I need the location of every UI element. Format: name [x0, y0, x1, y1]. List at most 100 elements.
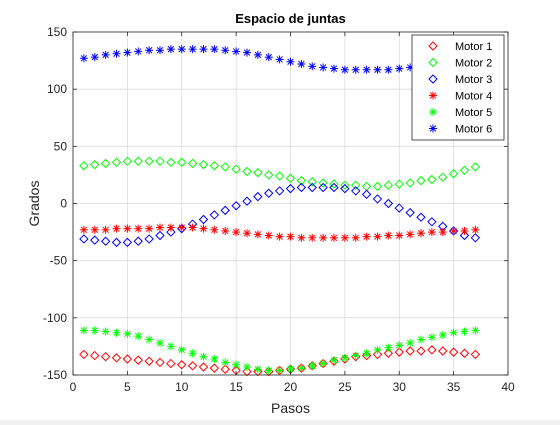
data-point: [79, 225, 88, 234]
data-point: [264, 53, 273, 62]
data-point: [155, 230, 165, 241]
data-point: [329, 182, 339, 193]
data-point: [427, 217, 437, 227]
data-point: [362, 349, 371, 358]
data-point: [362, 232, 371, 241]
data-point: [134, 47, 143, 56]
data-point: [90, 326, 99, 335]
data-point: [187, 158, 198, 169]
data-point: [296, 182, 307, 193]
data-point: [123, 224, 132, 233]
ticks: 0 5 10 15 20 25 30 35 40 -150 -100 -50 0 50 100 150: [43, 25, 515, 394]
data-point: [90, 53, 99, 62]
data-point: [383, 198, 394, 209]
x-tick-label: 10: [175, 380, 189, 394]
data-point: [133, 355, 143, 365]
x-tick-label: 25: [338, 380, 352, 394]
data-point: [275, 55, 284, 64]
data-point: [394, 179, 404, 189]
x-tick-label: 15: [229, 380, 243, 394]
data-point: [383, 180, 394, 190]
data-point: [319, 63, 328, 72]
data-point: [448, 347, 459, 357]
data-point: [264, 366, 273, 375]
data-point: [340, 65, 349, 74]
data-point: [133, 236, 143, 246]
y-tick-label: 100: [47, 82, 67, 96]
data-point: [384, 231, 393, 240]
data-point: [220, 364, 230, 374]
data-point: [112, 224, 121, 233]
data-point: [166, 45, 175, 54]
data-point: [395, 64, 404, 73]
legend-label: Motor 2: [455, 58, 492, 70]
data-point: [166, 342, 175, 351]
data-point: [145, 335, 154, 344]
data-point: [232, 228, 241, 237]
data-point: [438, 330, 447, 339]
data-point: [122, 237, 133, 248]
data-point: [243, 229, 251, 238]
data-point: [286, 57, 295, 66]
data-point: [209, 363, 220, 373]
data-point: [166, 227, 176, 237]
legend-item: Motor 5: [429, 107, 492, 119]
data-point: [395, 231, 404, 240]
data-point: [198, 214, 209, 225]
data-point: [427, 345, 437, 355]
data-point: [253, 50, 262, 59]
data-point: [406, 230, 415, 239]
data-point: [417, 229, 425, 238]
legend-marker: [428, 57, 438, 68]
legend-item: Motor 1: [428, 41, 492, 53]
data-point: [351, 351, 360, 360]
data-point: [417, 335, 425, 344]
data-point: [319, 359, 328, 368]
data-point: [210, 354, 219, 363]
data-point: [155, 156, 165, 166]
data-point: [156, 46, 164, 55]
data-point: [406, 338, 415, 347]
data-layer: [79, 45, 481, 377]
data-point: [134, 224, 143, 233]
legend: Motor 1 Motor 2 Motor 3 Motor 4 Motor 5 Motor…: [411, 34, 505, 141]
data-point: [308, 361, 317, 370]
data-point: [123, 48, 132, 57]
data-point: [274, 171, 285, 181]
data-point: [112, 328, 121, 337]
data-point: [416, 346, 426, 356]
data-point: [264, 170, 274, 180]
data-point: [232, 47, 241, 56]
data-point: [232, 360, 241, 369]
data-point: [100, 236, 111, 246]
data-point: [351, 180, 361, 190]
data-point: [111, 353, 122, 363]
data-point: [329, 179, 339, 189]
data-point: [340, 233, 349, 242]
data-point: [144, 156, 154, 166]
y-tick-label: 0: [60, 197, 67, 211]
data-point: [438, 346, 448, 356]
data-point: [111, 237, 122, 248]
data-point: [101, 225, 110, 234]
data-point: [405, 346, 415, 356]
series-4: [79, 223, 480, 242]
data-point: [471, 326, 480, 335]
data-point: [264, 188, 274, 198]
legend-item: Motor 3: [428, 74, 492, 86]
data-point: [340, 180, 350, 190]
data-point: [438, 228, 447, 237]
legend-marker: [429, 108, 437, 116]
data-point: [330, 64, 338, 73]
data-point: [384, 65, 393, 74]
data-point: [383, 348, 394, 358]
data-point: [210, 225, 219, 234]
x-tick-label: 0: [70, 380, 77, 394]
data-point: [100, 351, 111, 362]
data-point: [330, 356, 338, 365]
data-point: [253, 167, 263, 178]
data-point: [319, 233, 328, 242]
legend-label: Motor 5: [455, 107, 492, 119]
data-point: [242, 366, 252, 377]
